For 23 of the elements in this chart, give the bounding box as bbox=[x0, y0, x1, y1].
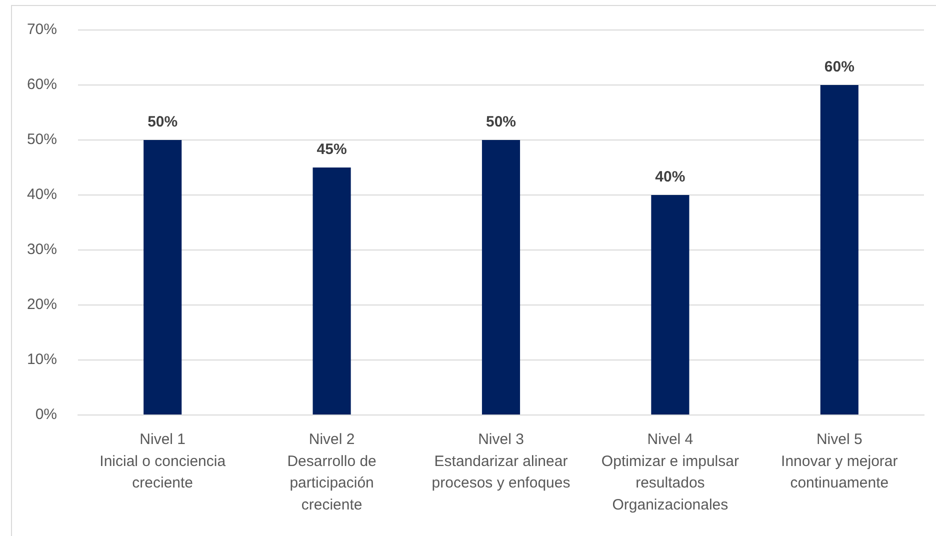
x-tick-label: Nivel 1 Inicial o conciencia creciente bbox=[100, 431, 226, 492]
bar bbox=[144, 140, 182, 414]
y-tick-label: 60% bbox=[26, 76, 57, 94]
x-tick-label: Nivel 5 Innovar y mejorar continuamente bbox=[781, 431, 898, 492]
y-tick-label: 0% bbox=[35, 406, 57, 424]
x-tick-label: Nivel 3 Estandarizar alinear procesos y enfoques bbox=[432, 431, 570, 492]
data-label: 50% bbox=[148, 114, 178, 131]
y-tick-label: 30% bbox=[26, 241, 57, 258]
data-label: 45% bbox=[316, 141, 347, 158]
bar bbox=[482, 140, 520, 414]
x-tick-label: Nivel 4 Optimizar e impulsar resultados Organizacionales bbox=[601, 431, 739, 514]
bar bbox=[312, 168, 351, 414]
bar bbox=[820, 85, 858, 414]
x-tick-label: Nivel 2 Desarrollo de participación creciente bbox=[287, 431, 376, 514]
data-label: 60% bbox=[824, 58, 854, 76]
bar bbox=[651, 195, 690, 414]
y-tick-label: 40% bbox=[26, 186, 57, 204]
y-tick-label: 20% bbox=[26, 296, 57, 314]
data-label: 40% bbox=[655, 168, 686, 186]
y-tick-label: 50% bbox=[26, 131, 57, 148]
y-tick-label: 10% bbox=[26, 351, 57, 368]
y-tick-label: 70% bbox=[26, 21, 57, 38]
data-label: 50% bbox=[486, 114, 516, 131]
